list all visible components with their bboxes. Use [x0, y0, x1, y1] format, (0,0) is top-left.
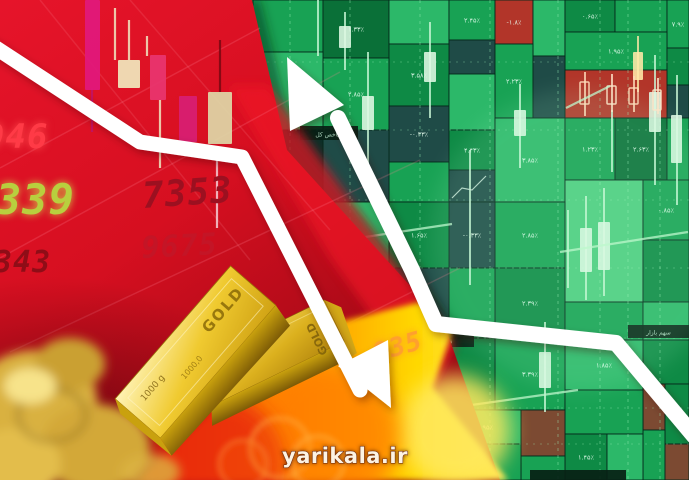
red-candle-body — [208, 92, 232, 144]
heatmap-cell — [520, 409, 566, 457]
heatmap-cell — [494, 0, 534, 45]
heatmap-cell — [664, 443, 689, 480]
heatmap-cell — [388, 43, 450, 107]
gold-coins-blur — [0, 338, 180, 480]
candle-body — [633, 52, 643, 80]
market-number: 946 — [0, 117, 48, 157]
cell-change-label: ۲.۸۵٪ — [348, 91, 365, 99]
heatmap-cell — [448, 39, 496, 75]
heatmap-cell — [388, 0, 450, 45]
heatmap-cell — [322, 0, 390, 59]
recovery-up-arrow — [287, 57, 689, 443]
heatmap-cell — [564, 0, 616, 33]
cell-change-label: ۳.۵۸٪ — [411, 72, 428, 80]
red-candle-body — [179, 96, 197, 142]
arrows — [0, 41, 689, 443]
market-number: 339 — [0, 175, 75, 224]
cell-change-label: ۲.۲۳٪ — [506, 78, 523, 86]
up-arrowhead — [287, 57, 344, 131]
cell-change-label: -۱.۸٪ — [507, 19, 522, 27]
board-highlight-glow — [430, 90, 689, 390]
heatmap-cell — [614, 0, 668, 33]
yellow-glow — [400, 375, 510, 480]
red-candle-body — [118, 60, 140, 88]
decline-down-arrow — [0, 41, 391, 408]
cell-change-label: ۲.۴۵٪ — [464, 17, 481, 25]
market-number: 7353 — [141, 170, 234, 217]
candle-body — [424, 52, 436, 82]
down-arrowhead — [338, 340, 391, 408]
red-candle-body — [85, 0, 100, 90]
ticker-strip-label: شاخص کل — [315, 132, 342, 139]
gold-bar-front: GOLD 1000,0 1000 g — [114, 265, 291, 456]
cell-change-label: ۱.۴۵٪ — [578, 454, 595, 462]
gold-bars: GOLD GOLD 1000,0 1000 g — [114, 265, 357, 456]
heatmap-cell — [532, 0, 566, 57]
heatmap-cell — [448, 0, 496, 41]
red-candle-body — [150, 55, 166, 100]
heatmap-cell — [564, 389, 644, 435]
cell-change-label: -۰.۳۳٪ — [410, 131, 429, 139]
heatmap-cell — [642, 429, 666, 480]
candle-body — [339, 26, 351, 48]
cell-change-label: ۱.۶۵٪ — [411, 232, 428, 240]
coin-outlines — [218, 416, 345, 480]
watermark: yarikala.ir — [282, 444, 408, 468]
market-number: 9675 — [141, 227, 219, 266]
cell-change-label: ۱.۹۵٪ — [608, 48, 625, 56]
market-number: 343 — [0, 245, 51, 280]
cell-change-label: ۱.۳۳٪ — [348, 26, 365, 34]
candle-body — [652, 89, 662, 111]
red-panel-candlesticks — [85, 0, 232, 228]
candle-body — [362, 96, 374, 130]
cell-change-label: ۰.۶۵٪ — [582, 13, 599, 21]
ticker-strip — [530, 470, 626, 480]
cell-change-label: ۷.۹٪ — [672, 21, 685, 29]
heatmap-cell — [388, 161, 450, 203]
